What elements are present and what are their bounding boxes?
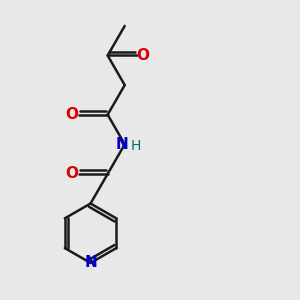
Text: O: O <box>66 167 79 182</box>
Text: N: N <box>116 137 128 152</box>
Text: O: O <box>137 48 150 63</box>
Text: O: O <box>66 107 79 122</box>
Text: N: N <box>84 255 97 270</box>
Text: H: H <box>131 139 141 153</box>
